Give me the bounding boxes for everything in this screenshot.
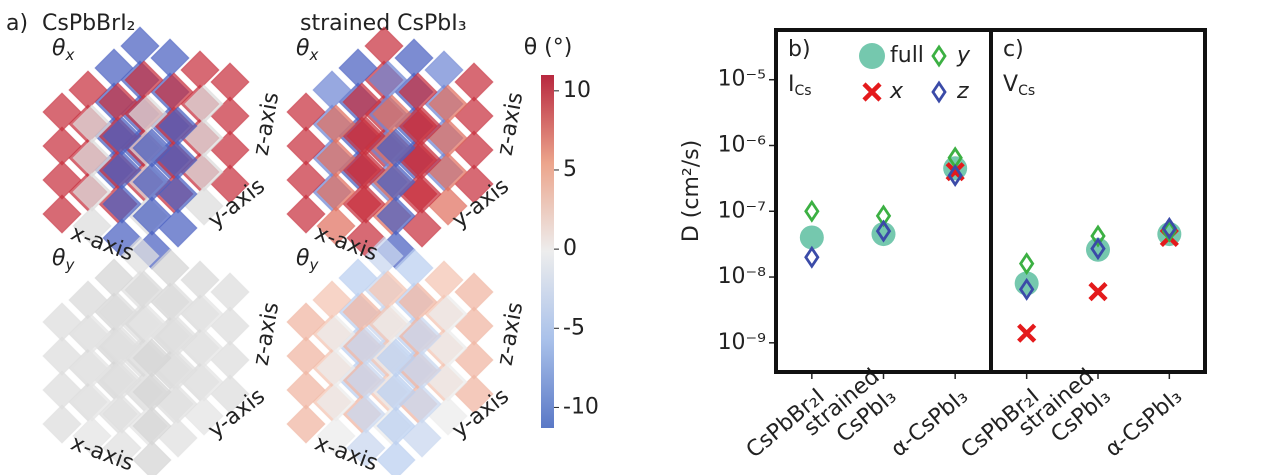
- symbol: θ: [52, 246, 66, 271]
- marker-x: [1019, 325, 1035, 341]
- row-label: θy: [296, 246, 319, 274]
- defect-label: ICs: [788, 72, 812, 99]
- row-label: θx: [296, 36, 318, 64]
- colorbar-tick-label: 5: [563, 157, 577, 182]
- panel-label: c): [1003, 37, 1024, 62]
- colorbar-tick-label: -5: [563, 315, 585, 340]
- x-tick-label: strainedCsPbI₃: [1014, 364, 1116, 461]
- row-label: θy: [52, 246, 75, 274]
- x-tick-label-line: α-CsPbI₃: [886, 384, 972, 462]
- y-axis-label: D (cm²/s): [679, 140, 704, 242]
- y-tick-label: 10⁻⁶: [718, 132, 767, 157]
- colorbar: [541, 75, 554, 428]
- panel-frame: [991, 30, 1205, 372]
- subscript: x: [64, 46, 74, 64]
- marker-diamond: [806, 248, 818, 266]
- x-tick-label: α-CsPbI₃: [886, 384, 972, 462]
- row-label: θx: [52, 36, 74, 64]
- legend-label: z: [956, 79, 969, 104]
- panel-label: a): [6, 11, 28, 36]
- x-tick-label: strainedCsPbI₃: [799, 364, 901, 461]
- subscript: x: [308, 46, 318, 64]
- column-title: CsPbBrI₂: [42, 11, 136, 36]
- colorbar-tick-label: 10: [563, 78, 591, 103]
- symbol: θ: [296, 36, 310, 61]
- legend-marker: [933, 83, 945, 101]
- y-tick-label: 10⁻⁹: [718, 330, 766, 355]
- y-tick-label: 10⁻⁸: [718, 264, 767, 289]
- legend-label: y: [956, 43, 971, 68]
- colorbar-tick-label: -10: [563, 394, 599, 419]
- axis-label: z-axis: [249, 90, 285, 157]
- colorbar-tick-label: 0: [563, 236, 577, 261]
- legend-marker: [859, 43, 885, 69]
- defect-label: VCs: [1003, 72, 1035, 99]
- axis-label: z-axis: [493, 300, 529, 367]
- y-tick-label: 10⁻⁵: [718, 67, 766, 92]
- legend-marker: [864, 84, 880, 100]
- legend-label: full: [890, 43, 924, 68]
- marker-x: [1090, 284, 1106, 300]
- marker-diamond: [806, 202, 818, 220]
- legend-marker: [933, 47, 945, 65]
- x-tick-label: α-CsPbI₃: [1101, 384, 1187, 462]
- y-tick-label: 10⁻⁷: [718, 198, 766, 223]
- symbol: θ: [52, 36, 66, 61]
- marker-diamond: [1021, 255, 1033, 273]
- defect-sub: Cs: [795, 83, 812, 99]
- subscript: y: [308, 256, 319, 274]
- legend-label: x: [889, 79, 904, 104]
- axis-label: z-axis: [249, 300, 285, 367]
- x-tick-label-line: α-CsPbI₃: [1101, 384, 1187, 462]
- defect-sub: Cs: [1018, 83, 1035, 99]
- page: a) CsPbBrI₂ strained CsPbI₃ θ (°) θxx-ax…: [0, 0, 1281, 475]
- symbol: θ: [296, 246, 310, 271]
- subscript: y: [64, 256, 75, 274]
- figure: a) CsPbBrI₂ strained CsPbI₃ θ (°) θxx-ax…: [0, 0, 1281, 475]
- colorbar-label: θ (°): [524, 35, 573, 60]
- axis-label: z-axis: [493, 90, 529, 157]
- defect: V: [1003, 72, 1018, 97]
- panel-label: b): [788, 37, 811, 62]
